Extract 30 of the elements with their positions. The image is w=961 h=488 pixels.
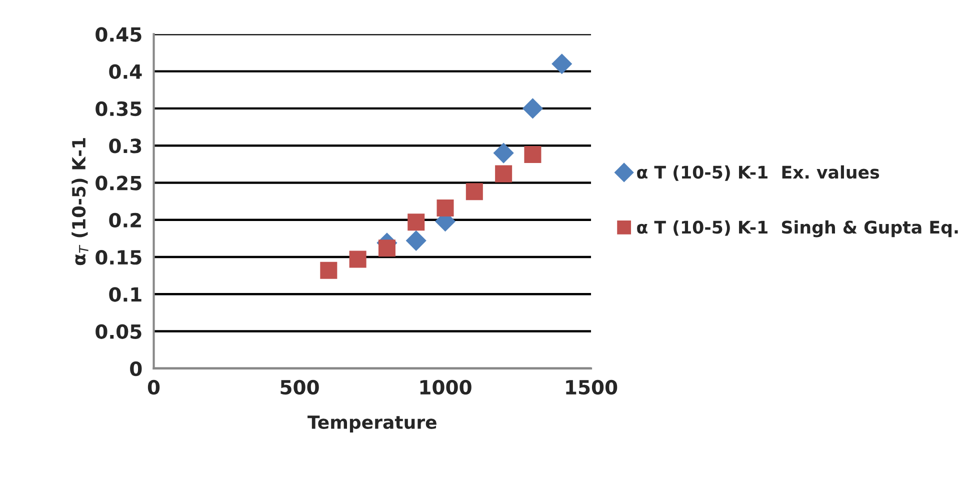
point (406, 230, 426, 251)
point (408, 214, 425, 231)
y-tick-label: 0.4 (109, 64, 142, 79)
point (524, 146, 542, 164)
point (320, 262, 338, 279)
y-tick-label: 0.1 (109, 287, 142, 302)
y-tick-label: 0.15 (96, 250, 142, 265)
y-tick-label: 0.05 (96, 324, 142, 339)
point (436, 199, 454, 216)
x-axis-title: Temperature (308, 416, 436, 433)
point (495, 165, 512, 182)
point (493, 142, 514, 164)
y-tick-label: 0.35 (96, 101, 142, 116)
point (378, 240, 396, 257)
legend-label: α T (10-5) K-1 Ex. values (637, 165, 880, 181)
x-tick-label: 1500 (566, 380, 618, 395)
legend-label: α T (10-5) K-1 Singh & Gupta Eq. (637, 220, 958, 238)
y-axis-title: α$_{T}$ (10-5) K-1 (72, 138, 88, 266)
x-tick-label: 500 (280, 380, 319, 395)
x-tick-label: 0 (148, 380, 160, 395)
y-tick-label: 0.3 (109, 138, 142, 154)
y-tick-label: 0.45 (96, 27, 142, 42)
point (522, 98, 544, 119)
point (466, 183, 483, 200)
x-tick-label: 1000 (420, 380, 472, 395)
y-tick-label: 0 (130, 361, 142, 376)
y-tick-label: 0.2 (109, 212, 141, 228)
y-tick-label: 0.25 (96, 176, 142, 190)
point (552, 54, 572, 74)
point (349, 250, 366, 268)
